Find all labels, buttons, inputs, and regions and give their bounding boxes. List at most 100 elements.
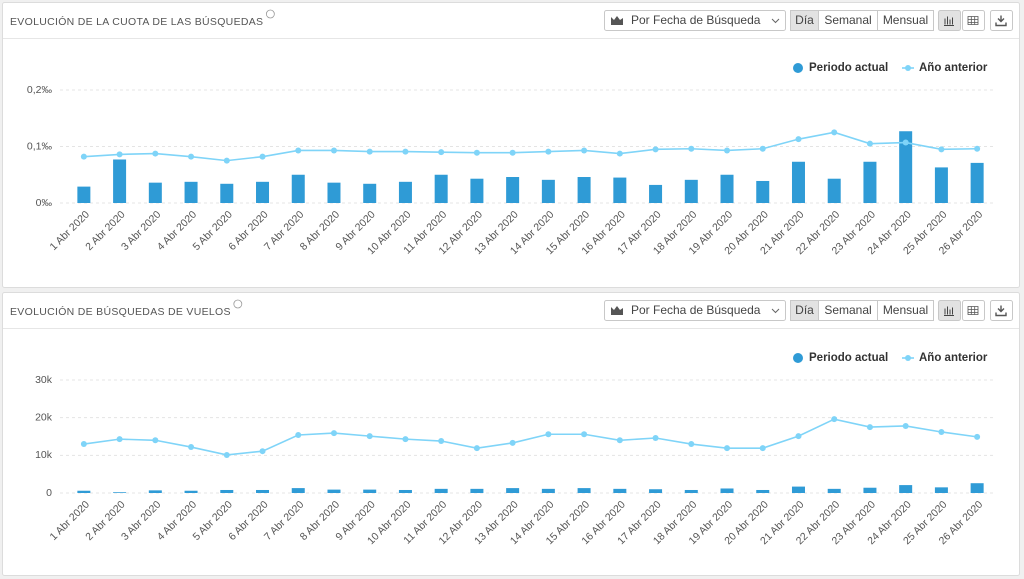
download-button[interactable]	[990, 10, 1013, 31]
bar	[934, 167, 948, 203]
bar	[77, 186, 91, 203]
bar	[577, 177, 591, 203]
date-dropdown[interactable]: Por Fecha de Búsqueda	[604, 10, 786, 31]
line-marker	[652, 435, 659, 442]
line-marker	[545, 148, 552, 155]
period-label: Mensual	[883, 13, 928, 27]
line-marker	[724, 445, 731, 452]
line-marker	[795, 136, 802, 143]
download-icon	[995, 305, 1007, 317]
line-marker	[116, 436, 123, 443]
legend-marker	[793, 353, 803, 363]
period-button[interactable]: Día	[790, 10, 819, 31]
panel-title: EVOLUCIÓN DE BÚSQUEDAS DE VUELOS	[10, 305, 231, 318]
line-marker	[366, 148, 373, 155]
bar	[720, 174, 734, 203]
bar	[327, 182, 341, 203]
line-marker	[545, 431, 552, 438]
y-tick-label: 0‰	[36, 197, 53, 209]
line	[83, 131, 978, 162]
table-view-button[interactable]	[962, 10, 985, 31]
download-button[interactable]	[990, 300, 1013, 321]
line-marker	[509, 439, 516, 446]
download-icon	[995, 15, 1007, 27]
line-marker	[295, 147, 302, 154]
legend-item[interactable]: Año anterior	[902, 62, 988, 74]
dropdown-label: Por Fecha de Búsqueda	[631, 13, 761, 27]
table-icon	[967, 16, 979, 25]
line-marker	[438, 149, 445, 156]
bar-icon	[944, 16, 954, 26]
line-marker	[330, 147, 337, 154]
bar	[756, 489, 770, 493]
line-marker	[688, 145, 695, 152]
help-icon[interactable]	[233, 299, 243, 309]
chevron-icon	[771, 308, 780, 314]
line-marker	[509, 149, 516, 156]
date-dropdown[interactable]: Por Fecha de Búsqueda	[604, 300, 786, 321]
chevron-icon	[771, 18, 780, 24]
bar	[649, 489, 663, 493]
line-marker	[616, 437, 623, 444]
legend: Periodo actual Año anterior	[793, 62, 988, 74]
bar	[398, 489, 412, 493]
period-button[interactable]: Semanal	[818, 10, 878, 31]
line-marker	[188, 444, 195, 451]
bar	[506, 488, 520, 493]
bar	[649, 184, 663, 203]
line-marker	[974, 433, 981, 440]
legend-item[interactable]: Periodo actual	[793, 352, 888, 364]
line-marker	[402, 148, 409, 155]
line-marker	[188, 153, 195, 160]
period-box	[877, 300, 934, 321]
bar	[934, 487, 948, 493]
bar	[899, 485, 913, 493]
line-marker	[759, 445, 766, 452]
bar	[791, 161, 805, 203]
bar	[791, 486, 805, 493]
line-marker	[652, 146, 659, 153]
panel-box	[2, 2, 1020, 288]
dropdown-label: Por Fecha de Búsqueda	[631, 303, 761, 317]
period-label: Día	[795, 303, 814, 317]
line-marker	[831, 129, 838, 136]
help-icon[interactable]	[265, 9, 275, 19]
period-button[interactable]: Día	[790, 300, 819, 321]
bar	[541, 488, 555, 493]
legend-item[interactable]: Periodo actual	[793, 62, 888, 74]
period-button[interactable]: Mensual	[877, 300, 934, 321]
bar	[220, 489, 234, 493]
bar-view-button[interactable]	[938, 10, 961, 31]
bar	[256, 181, 270, 203]
bar	[184, 181, 198, 203]
bar	[684, 179, 698, 203]
y-tick-label: 20k	[35, 411, 53, 423]
legend-marker	[905, 65, 911, 71]
bar	[470, 178, 484, 203]
period-label: Semanal	[824, 303, 871, 317]
legend-item[interactable]: Año anterior	[902, 352, 988, 364]
legend-marker	[905, 355, 911, 361]
line-marker	[80, 441, 87, 448]
line-marker	[330, 430, 337, 437]
bar-view-button[interactable]	[938, 300, 961, 321]
table-view-button[interactable]	[962, 300, 985, 321]
line-marker	[724, 147, 731, 154]
line-marker	[295, 431, 302, 438]
legend-marker	[793, 63, 803, 73]
bar	[613, 177, 627, 203]
table-view-button-box	[962, 300, 985, 321]
bar	[720, 488, 734, 493]
bar	[863, 487, 877, 493]
panel: EVOLUCIÓN DE BÚSQUEDAS DE VUELOS Por Fech…	[2, 292, 1020, 576]
bar	[684, 489, 698, 493]
bar	[184, 490, 198, 493]
area-chart-icon	[611, 306, 623, 315]
line-marker	[616, 150, 623, 157]
bar	[256, 489, 270, 493]
bar	[827, 178, 841, 203]
period-button[interactable]: Semanal	[818, 300, 878, 321]
legend-label: Año anterior	[919, 62, 988, 74]
bar	[506, 177, 520, 203]
period-button[interactable]: Mensual	[877, 10, 934, 31]
